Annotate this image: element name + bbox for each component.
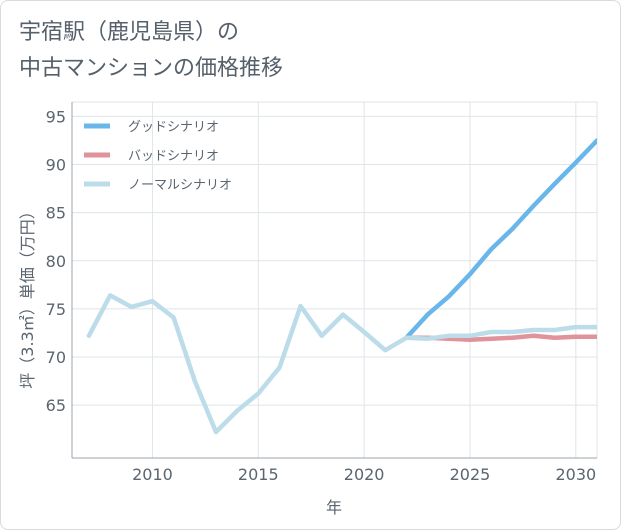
legend-label-good: グッドシナリオ: [128, 120, 219, 135]
x-tick-label: 2025: [450, 465, 491, 484]
x-tick-label: 2020: [344, 465, 385, 484]
y-tick-label: 85: [46, 204, 66, 223]
legend-label-normal: ノーマルシナリオ: [128, 178, 232, 193]
x-tick-label: 2030: [555, 465, 596, 484]
x-tick-label: 2015: [238, 465, 279, 484]
series-line-normal: [86, 293, 597, 435]
x-axis-title: 年: [326, 498, 342, 517]
y-tick-label: 90: [46, 156, 66, 175]
x-tick-label: 2010: [132, 465, 173, 484]
y-axis-title: 坪（3.3㎡）単価（万円）: [18, 203, 37, 388]
y-tick-label: 70: [46, 348, 66, 367]
chart-title-line1: 宇宿駅（鹿児島県）の: [19, 20, 240, 45]
y-tick-label: 65: [46, 396, 66, 415]
chart-title-line2: 中古マンションの価格推移: [19, 56, 284, 81]
y-tick-label: 95: [46, 107, 66, 126]
chart-title: 宇宿駅（鹿児島県）の 中古マンションの価格推移: [19, 15, 439, 87]
series-line-good: [404, 138, 597, 340]
legend-label-bad: バッドシナリオ: [128, 149, 219, 164]
y-tick-label: 80: [46, 252, 66, 271]
y-tick-label: 75: [46, 300, 66, 319]
